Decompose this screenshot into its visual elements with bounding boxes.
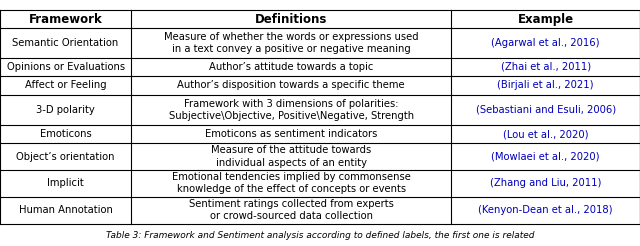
Text: Opinions or Evaluations: Opinions or Evaluations	[6, 62, 125, 72]
Text: Measure of whether the words or expressions used
in a text convey a positive or : Measure of whether the words or expressi…	[164, 32, 419, 54]
Text: (Kenyon-Dean et al., 2018): (Kenyon-Dean et al., 2018)	[478, 205, 613, 215]
Text: Framework with 3 dimensions of polarities:
Subjective\Objective, Positive\Negati: Framework with 3 dimensions of polaritie…	[168, 99, 414, 121]
Text: Emoticons as sentiment indicators: Emoticons as sentiment indicators	[205, 129, 378, 139]
Text: (Zhang and Liu, 2011): (Zhang and Liu, 2011)	[490, 178, 602, 188]
Text: Example: Example	[518, 13, 573, 26]
Text: Definitions: Definitions	[255, 13, 328, 26]
Text: Object’s orientation: Object’s orientation	[17, 152, 115, 162]
Text: 3-D polarity: 3-D polarity	[36, 105, 95, 115]
Text: Framework: Framework	[29, 13, 102, 26]
Text: Measure of the attitude towards
individual aspects of an entity: Measure of the attitude towards individu…	[211, 145, 371, 168]
Text: Author’s disposition towards a specific theme: Author’s disposition towards a specific …	[177, 80, 405, 90]
Text: Emoticons: Emoticons	[40, 129, 92, 139]
Text: Table 3: Framework and Sentiment analysis according to defined labels, the first: Table 3: Framework and Sentiment analysi…	[106, 231, 534, 240]
Text: Emotional tendencies implied by commonsense
knowledge of the effect of concepts : Emotional tendencies implied by commonse…	[172, 172, 411, 194]
Text: (Sebastiani and Esuli, 2006): (Sebastiani and Esuli, 2006)	[476, 105, 616, 115]
Text: (Birjali et al., 2021): (Birjali et al., 2021)	[497, 80, 594, 90]
Text: (Zhai et al., 2011): (Zhai et al., 2011)	[500, 62, 591, 72]
Text: (Agarwal et al., 2016): (Agarwal et al., 2016)	[492, 38, 600, 48]
Text: Implicit: Implicit	[47, 178, 84, 188]
Text: Author’s attitude towards a topic: Author’s attitude towards a topic	[209, 62, 373, 72]
Text: Affect or Feeling: Affect or Feeling	[25, 80, 106, 90]
Text: (Lou et al., 2020): (Lou et al., 2020)	[503, 129, 588, 139]
Text: (Mowlaei et al., 2020): (Mowlaei et al., 2020)	[492, 152, 600, 162]
Text: Sentiment ratings collected from experts
or crowd-sourced data collection: Sentiment ratings collected from experts…	[189, 199, 394, 221]
Text: Human Annotation: Human Annotation	[19, 205, 113, 215]
Text: Semantic Orientation: Semantic Orientation	[12, 38, 119, 48]
